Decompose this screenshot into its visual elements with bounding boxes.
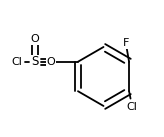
Text: Cl: Cl: [127, 102, 138, 112]
Text: S: S: [31, 55, 39, 68]
Text: O: O: [47, 57, 55, 67]
Text: O: O: [31, 34, 39, 44]
Text: Cl: Cl: [11, 57, 22, 67]
Text: F: F: [123, 38, 129, 48]
